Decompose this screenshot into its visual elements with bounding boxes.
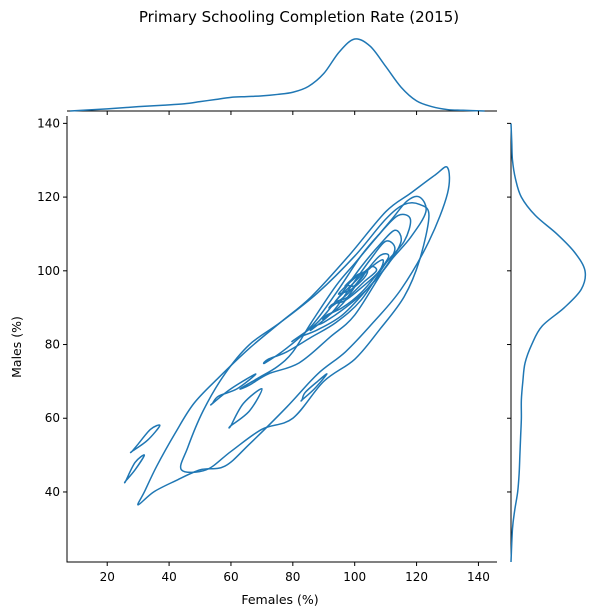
x-tick-label: 140 — [467, 570, 490, 584]
y-tick-label: 40 — [45, 485, 60, 499]
kde-contour-14 — [334, 265, 378, 303]
x-tick-label: 60 — [223, 570, 238, 584]
x-axis-ticks: 20 40 60 80 100 120 140 — [100, 111, 490, 584]
x-axis-label: Females (%) — [241, 592, 318, 607]
kde-contour-6 — [228, 388, 263, 429]
y-tick-label: 140 — [37, 116, 60, 130]
x-tick-label: 20 — [100, 570, 115, 584]
y-tick-label: 60 — [45, 411, 60, 425]
y-tick-label: 120 — [37, 190, 60, 204]
y-axis-label: Males (%) — [9, 316, 24, 378]
kde-contour-12 — [321, 253, 390, 320]
kde-contour-11 — [309, 240, 396, 332]
kde-contour-8 — [239, 195, 427, 390]
main-axis-spines — [66, 116, 497, 563]
y-tick-label: 80 — [45, 338, 60, 352]
kde-contour-3 — [129, 424, 161, 454]
x-tick-label: 100 — [343, 570, 366, 584]
y-tick-label: 100 — [37, 264, 60, 278]
kde-contour-7 — [300, 373, 328, 402]
marginal-x-density-curve — [70, 38, 485, 112]
kde-contour-9 — [262, 213, 412, 365]
joint-plot-panel — [66, 116, 497, 563]
kde-contour-5 — [210, 373, 257, 406]
kde-contour-4 — [123, 454, 146, 484]
marginal-x-panel — [67, 38, 497, 112]
marginal-y-panel — [510, 123, 587, 563]
y-axis-ticks: 40 60 80 100 120 140 — [37, 116, 511, 499]
kde-contour-15 — [337, 270, 369, 295]
x-tick-label: 120 — [405, 570, 428, 584]
kde-contour-1 — [137, 166, 451, 506]
kde-contour-16 — [344, 272, 365, 288]
x-tick-label: 80 — [285, 570, 300, 584]
chart-title: Primary Schooling Completion Rate (2015) — [139, 8, 459, 26]
x-tick-label: 40 — [161, 570, 176, 584]
marginal-y-density-curve — [510, 123, 587, 563]
